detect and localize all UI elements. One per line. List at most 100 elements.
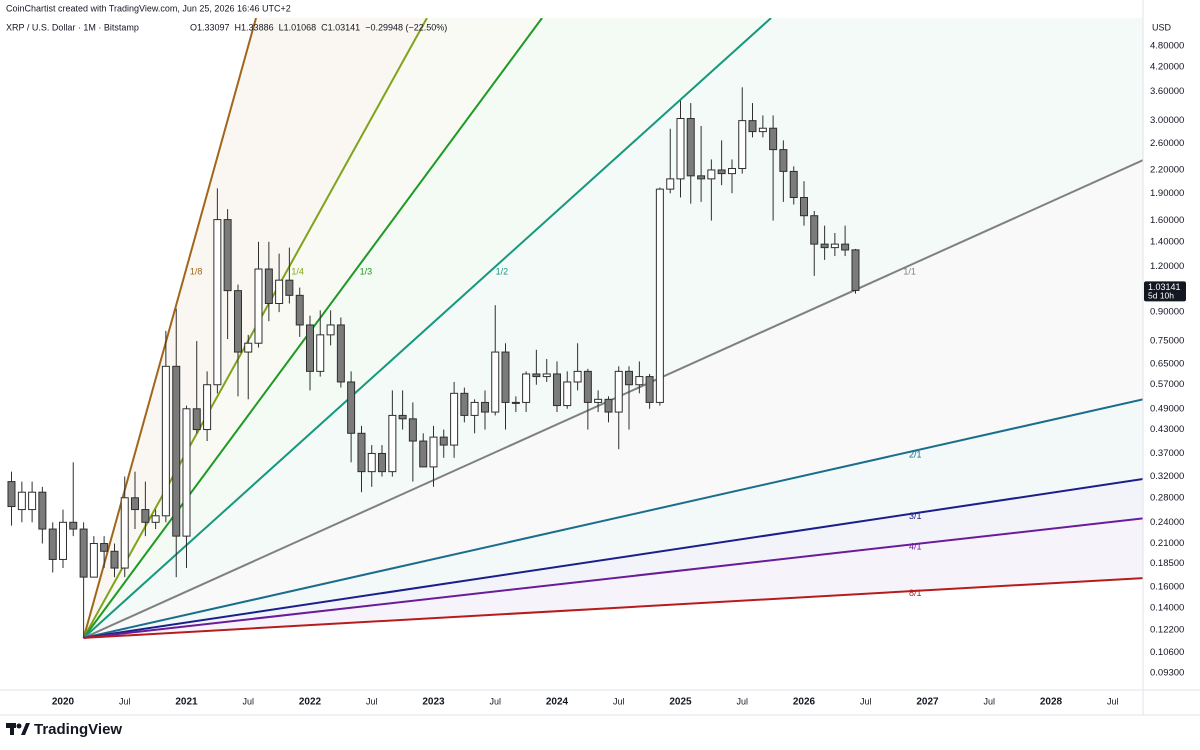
fan-line <box>83 577 1143 639</box>
fan-label: 1/8 <box>190 266 203 276</box>
candle-body <box>522 373 531 403</box>
y-tick-label: 2.20000 <box>1150 164 1184 175</box>
y-tick-label: 3.00000 <box>1150 115 1184 126</box>
fan-line <box>82 18 772 639</box>
candle-body <box>727 168 736 175</box>
candle-body <box>223 219 232 292</box>
x-tick-label: Jul <box>1107 696 1119 706</box>
candle-body <box>110 550 119 569</box>
price-tag <box>1144 281 1186 302</box>
y-tick-label: 4.80000 <box>1150 40 1184 51</box>
fan-line <box>83 517 1143 639</box>
y-tick-label: 0.09300 <box>1150 668 1184 679</box>
candle-body <box>295 294 304 326</box>
y-tick-label: 1.90000 <box>1150 188 1184 199</box>
y-tick-label: 0.16000 <box>1150 581 1184 592</box>
candle-body <box>377 452 386 473</box>
candle-body <box>758 127 767 133</box>
candle-body <box>738 120 747 170</box>
x-tick-label: 2023 <box>422 697 445 708</box>
fan-fills <box>83 18 1143 638</box>
y-tick-label: 0.24000 <box>1150 517 1184 528</box>
y-tick-label: 0.90000 <box>1150 307 1184 318</box>
candle-body <box>130 497 139 511</box>
candle-body <box>614 370 623 413</box>
candle-body <box>707 169 716 180</box>
fan-label: 1/1 <box>903 266 916 276</box>
candle-body <box>326 324 335 336</box>
x-tick-label: Jul <box>860 696 872 706</box>
y-tick-label: 4.20000 <box>1150 62 1184 73</box>
y-tick-label: 0.28000 <box>1150 492 1184 503</box>
x-tick-label: Jul <box>736 696 748 706</box>
y-tick-label: 0.10600 <box>1150 647 1184 658</box>
labels: 1/8 1/4 1/3 1/2 1/1 2/1 3/1 4/1 8/1 <box>190 266 922 598</box>
candle-body <box>686 118 695 177</box>
candle-body <box>779 149 788 172</box>
x-tick-label: Jul <box>983 696 995 706</box>
candle-body <box>573 370 582 383</box>
candle-body <box>820 243 829 249</box>
symbol: XRP / U.S. Dollar · 1M · Bitstamp <box>6 22 139 32</box>
x-tick-label: Jul <box>489 696 501 706</box>
candles <box>7 87 860 638</box>
candle-body <box>511 401 520 404</box>
y-tick-label: 0.43000 <box>1150 424 1184 435</box>
x-tick-label: 2024 <box>546 697 569 708</box>
y-tick-label: 0.49000 <box>1150 403 1184 414</box>
candle-body <box>233 290 242 353</box>
candle-body <box>357 432 366 473</box>
y-tick-label: 0.21000 <box>1150 538 1184 549</box>
candle-body <box>203 384 212 431</box>
candle-body <box>676 118 685 180</box>
candle-body <box>769 127 778 151</box>
x-tick-label: Jul <box>119 696 131 706</box>
candle-body <box>69 521 78 530</box>
credit: CoinChartist created with TradingView.co… <box>6 3 291 13</box>
candle-body <box>501 351 510 403</box>
candle-body <box>28 491 37 511</box>
candle-body <box>7 481 16 508</box>
candle-body <box>244 342 253 353</box>
candle-body <box>264 268 273 304</box>
candle-body <box>480 401 489 413</box>
fan-line <box>82 18 257 639</box>
candle-body <box>552 373 561 407</box>
x-tick-label: Jul <box>242 696 254 706</box>
candle-body <box>429 436 438 468</box>
fan-label: 1/4 <box>291 266 304 276</box>
candle-body <box>316 334 325 372</box>
candle-body <box>717 169 726 175</box>
candle-body <box>254 268 263 344</box>
candle-body <box>367 452 376 473</box>
candle-body <box>17 491 26 511</box>
legend-value: H1.33886 <box>235 22 274 32</box>
candle-body <box>275 279 284 304</box>
candle-body <box>697 175 706 180</box>
fan-fill <box>83 18 1143 638</box>
candle-body <box>100 543 109 552</box>
candle-body <box>48 528 57 560</box>
candle-body <box>408 418 417 442</box>
y-tick-label: 0.12200 <box>1150 624 1184 635</box>
x-tick-label: 2025 <box>669 697 692 708</box>
candle-body <box>38 491 47 530</box>
fan-label: 1/3 <box>360 266 373 276</box>
candle-body <box>748 120 757 133</box>
legend-value: O1.33097 <box>190 22 230 32</box>
y-tick-label: 0.75000 <box>1150 336 1184 347</box>
fan-label: 3/1 <box>909 511 922 521</box>
candle-body <box>79 528 88 578</box>
candle-body <box>491 351 500 413</box>
x-tick-label: 2027 <box>916 697 939 708</box>
candle-body <box>213 219 222 386</box>
candle-body <box>305 324 314 372</box>
y-tick-label: 0.14000 <box>1150 603 1184 614</box>
candle-body <box>460 392 469 416</box>
legend-value: C1.03141 <box>321 22 360 32</box>
candle-body <box>161 365 170 517</box>
y-tick-label: 0.57000 <box>1150 379 1184 390</box>
candle-body <box>645 376 654 403</box>
y-tick-label: 1.60000 <box>1150 215 1184 226</box>
candle-body <box>419 440 428 468</box>
